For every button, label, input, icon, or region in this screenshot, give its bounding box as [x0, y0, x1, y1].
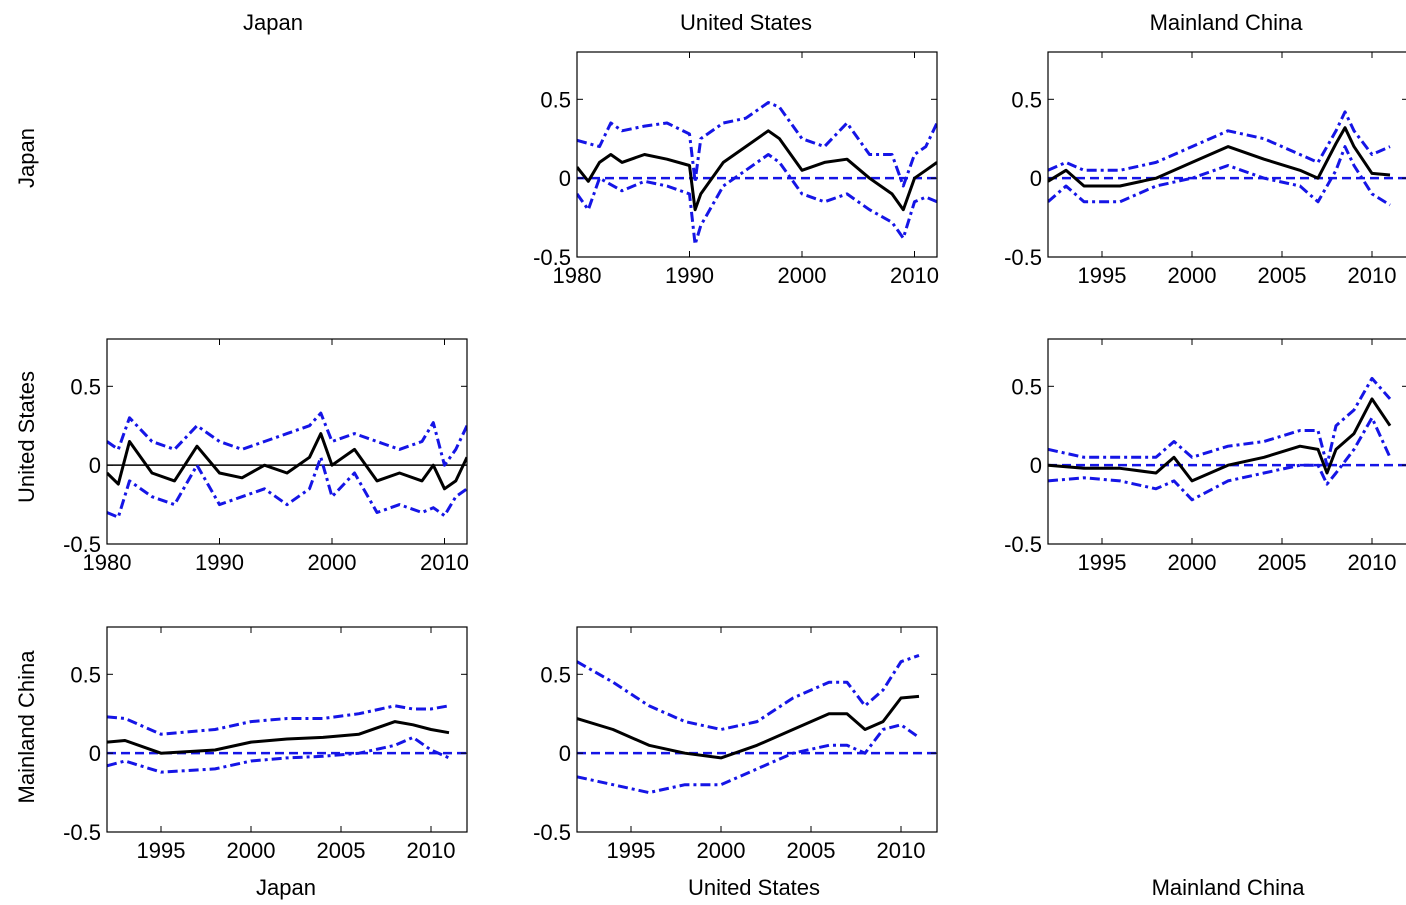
series-median-line — [577, 129, 937, 212]
series-upper-line — [577, 653, 920, 731]
x-tick-label: 1990 — [195, 550, 244, 575]
x-tick-label: 1995 — [1078, 550, 1127, 575]
series-median-line — [577, 694, 920, 760]
x-tick-label: 2010 — [877, 838, 926, 863]
y-tick-label: 0 — [1030, 453, 1042, 478]
x-tick-label: 2010 — [1348, 263, 1397, 288]
x-tick-label: 2010 — [890, 263, 939, 288]
y-tick-label: -0.5 — [533, 820, 571, 845]
y-tick-label: 0.5 — [70, 374, 101, 399]
y-tick-label: -0.5 — [1004, 532, 1042, 557]
series-group — [1048, 376, 1392, 502]
series-lower-line — [577, 153, 937, 246]
x-tick-label: 1995 — [1078, 263, 1127, 288]
y-tick-label: 0.5 — [540, 87, 571, 112]
series-lower-line — [1048, 145, 1391, 207]
panel-0-1: -0.5 0 0.5 1980 1990 2000 2010 — [533, 51, 939, 288]
panel-frame — [1047, 338, 1406, 545]
x-tick-label: 2000 — [697, 838, 746, 863]
row-label-japan: Japan — [14, 128, 39, 188]
x-tick-label: 1995 — [137, 838, 186, 863]
panel-frame — [576, 626, 938, 833]
bottom-label-japan: Japan — [256, 875, 316, 900]
x-tick-label: 2005 — [1258, 263, 1307, 288]
y-tick-label: 0.5 — [1011, 374, 1042, 399]
x-tick-label: 2000 — [308, 550, 357, 575]
series-lower-line — [1048, 416, 1392, 502]
y-tick-label: -0.5 — [63, 820, 101, 845]
col-title-mainland-china: Mainland China — [1150, 10, 1304, 35]
x-tick-label: 2005 — [1258, 550, 1307, 575]
x-tick-label: 2005 — [787, 838, 836, 863]
x-tick-label: 2010 — [420, 550, 469, 575]
x-tick-label: 2000 — [1168, 263, 1217, 288]
x-tick-label: 2010 — [1348, 550, 1397, 575]
y-tick-label: 0.5 — [70, 662, 101, 687]
series-upper-line — [1048, 110, 1391, 172]
x-tick-label: 1980 — [83, 550, 132, 575]
x-tick-label: 1990 — [665, 263, 714, 288]
y-tick-label: -0.5 — [1004, 245, 1042, 270]
x-tick-label: 2010 — [407, 838, 456, 863]
panel-2-1: -0.5 0 0.5 1995 2000 2005 2010 — [533, 626, 938, 863]
y-tick-label: 0 — [89, 453, 101, 478]
panel-frame — [1047, 51, 1406, 258]
x-tick-label: 2000 — [778, 263, 827, 288]
series-lower-line — [107, 455, 467, 519]
y-tick-label: -0.5 — [533, 245, 571, 270]
y-tick-label: -0.5 — [63, 532, 101, 557]
panel-0-2: -0.5 0 0.5 1995 2000 2005 2010 — [1004, 51, 1406, 288]
series-median-line — [1048, 126, 1391, 188]
x-tick-label: 2000 — [227, 838, 276, 863]
panel-1-2: -0.5 0 0.5 1995 2000 2005 2010 — [1004, 338, 1406, 575]
y-tick-label: 0 — [559, 741, 571, 766]
row-label-mainland-china: Mainland China — [14, 650, 39, 804]
panel-2-0: -0.5 0 0.5 1995 2000 2005 2010 — [63, 626, 468, 863]
y-tick-label: 0 — [89, 741, 101, 766]
series-lower-line — [107, 735, 450, 774]
series-lower-line — [577, 723, 920, 795]
col-title-japan: Japan — [243, 10, 303, 35]
y-tick-label: 0.5 — [540, 662, 571, 687]
series-upper-line — [577, 101, 937, 188]
series-upper-line — [107, 411, 467, 467]
col-title-united-states: United States — [680, 10, 812, 35]
y-tick-label: 0 — [559, 166, 571, 191]
series-group — [577, 653, 920, 795]
x-tick-label: 1995 — [607, 838, 656, 863]
x-tick-label: 1980 — [553, 263, 602, 288]
y-tick-label: 0.5 — [1011, 87, 1042, 112]
panel-frame — [576, 51, 938, 258]
series-group — [107, 411, 467, 519]
y-tick-label: 0 — [1030, 166, 1042, 191]
bottom-label-united-states: United States — [688, 875, 820, 900]
series-group — [1048, 110, 1391, 207]
panel-frame — [106, 338, 468, 545]
series-median-line — [1048, 397, 1392, 483]
series-upper-line — [107, 704, 450, 736]
x-tick-label: 2000 — [1168, 550, 1217, 575]
bottom-label-mainland-china: Mainland China — [1152, 875, 1306, 900]
series-median-line — [107, 720, 450, 755]
series-group — [107, 704, 450, 774]
panels-group: -0.5 0 0.5 1980 1990 2000 2010 -0.5 0 0.5 1995 2000… — [63, 51, 1406, 863]
row-label-united-states: United States — [14, 371, 39, 503]
series-upper-line — [1048, 376, 1392, 467]
series-group — [577, 101, 937, 246]
panel-1-0: -0.5 0 0.5 1980 1990 2000 2010 — [63, 338, 469, 575]
panel-frame — [106, 626, 468, 833]
x-tick-label: 2005 — [317, 838, 366, 863]
series-median-line — [107, 432, 467, 491]
